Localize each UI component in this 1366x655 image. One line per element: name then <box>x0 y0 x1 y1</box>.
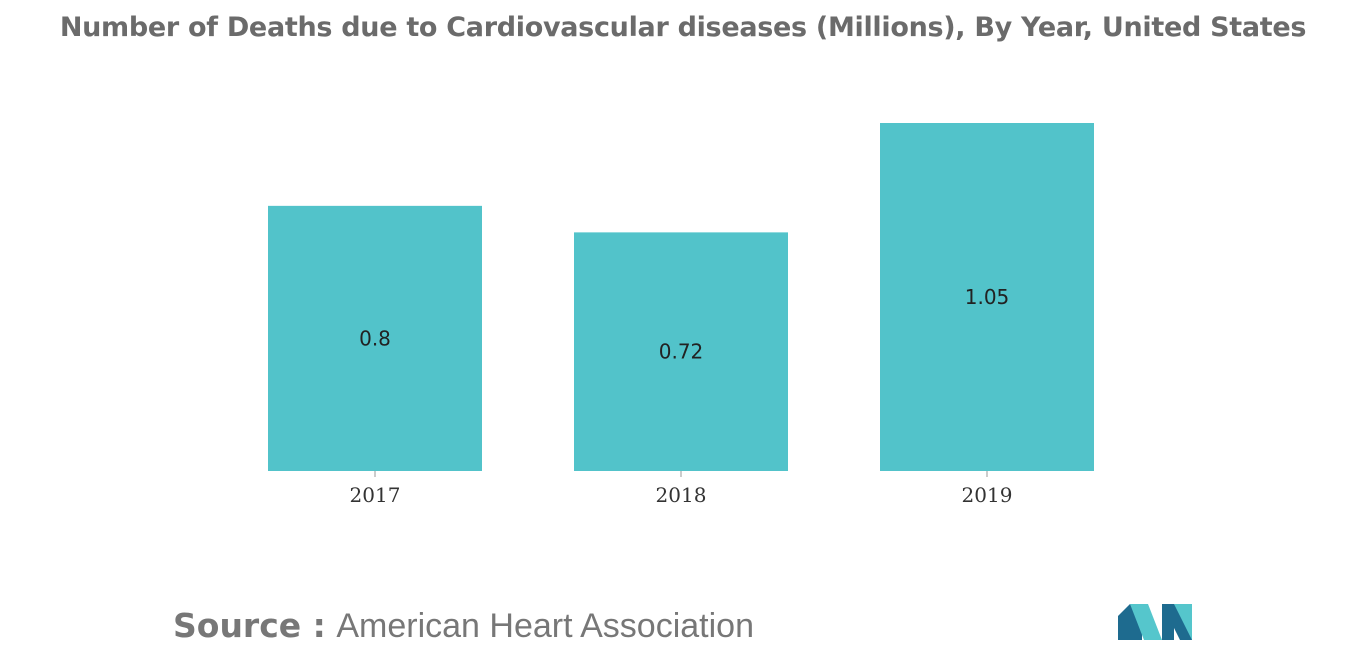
bar-2019 <box>880 123 1094 471</box>
data-label-2019: 1.05 <box>965 285 1010 309</box>
bars-group: 0.8 0.72 1.05 <box>268 123 1094 471</box>
source-line: Source : American Heart Association <box>173 606 754 646</box>
chart-title: Number of Deaths due to Cardiovascular d… <box>59 12 1307 43</box>
data-label-2017: 0.8 <box>359 326 391 350</box>
x-axis: 2017 2018 2019 <box>350 471 1013 507</box>
data-label-2018: 0.72 <box>659 340 704 364</box>
bar-2018 <box>574 232 788 471</box>
x-tick-label-2018: 2018 <box>656 483 707 507</box>
source-value: American Heart Association <box>336 607 754 645</box>
x-tick-label-2019: 2019 <box>962 483 1013 507</box>
bar-2017 <box>268 205 482 471</box>
bar-chart: 0.8 0.72 1.05 2017 2018 2019 <box>268 123 1094 507</box>
mordor-logo-icon <box>1118 604 1192 640</box>
x-tick-label-2017: 2017 <box>350 483 401 507</box>
source-key: Source : <box>173 606 326 645</box>
